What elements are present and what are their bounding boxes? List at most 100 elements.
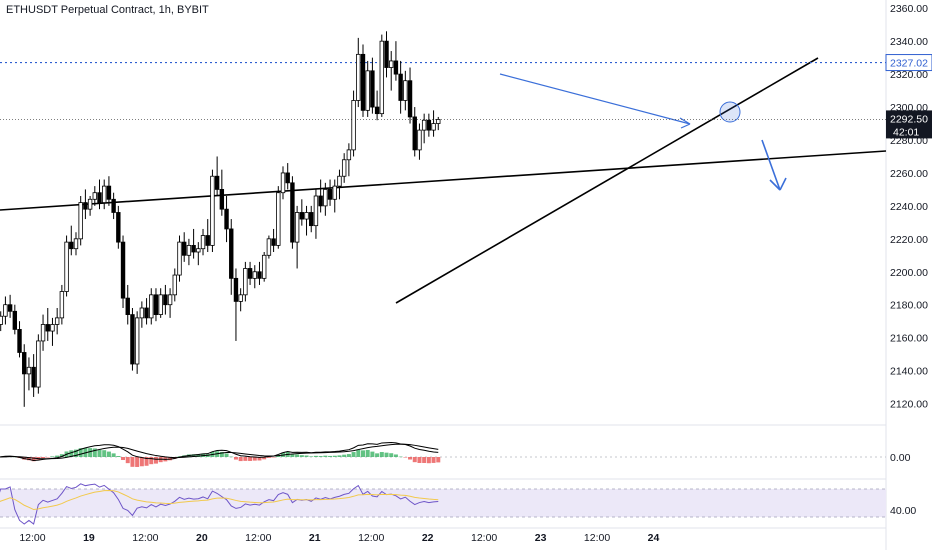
macd-histogram-bar xyxy=(356,449,361,457)
macd-histogram-bar xyxy=(248,457,253,461)
macd-histogram-bar xyxy=(318,456,323,457)
candle-body xyxy=(139,307,145,319)
candle-body xyxy=(7,304,13,312)
rsi-band xyxy=(0,489,886,517)
rsi-tick-label: 40.00 xyxy=(890,505,916,517)
current-price-box xyxy=(886,110,932,139)
candle-body xyxy=(64,241,69,292)
candle-body xyxy=(341,159,347,177)
rsi-pane xyxy=(0,483,886,525)
candle-body xyxy=(346,149,352,161)
macd-histogram-bar xyxy=(111,453,116,457)
candle-body xyxy=(196,248,201,253)
macd-histogram-bar xyxy=(88,448,93,457)
candle-body xyxy=(243,268,248,296)
candle-body xyxy=(233,277,239,302)
candle-body xyxy=(83,202,88,210)
resistance-trendline xyxy=(0,150,887,211)
rsi-line xyxy=(0,483,439,525)
highlight-circle xyxy=(719,101,741,123)
candle-body xyxy=(327,189,333,200)
macd-histogram-bar xyxy=(337,455,342,457)
macd-histogram-bar xyxy=(323,455,328,457)
macd-histogram-bar xyxy=(106,451,111,457)
candle-body xyxy=(374,106,380,115)
macd-histogram-bar xyxy=(238,457,243,462)
y-tick-label: 2340.00 xyxy=(890,36,928,48)
macd-histogram-bar xyxy=(257,457,262,461)
candle-body xyxy=(87,198,93,210)
price-axis: 2120.00 2140.00 2160.00 2180.00 2200.00 2220.… xyxy=(885,3,932,517)
x-tick-label: 21 xyxy=(309,532,321,544)
candle-body xyxy=(36,340,41,388)
candle-body xyxy=(356,53,361,101)
macd-histogram-bar xyxy=(295,454,300,457)
candle-body xyxy=(224,208,229,230)
x-tick-label: 12:00 xyxy=(132,532,158,544)
candle-body xyxy=(257,271,262,279)
candle-body xyxy=(417,129,422,151)
macd-histogram-bar xyxy=(309,456,314,457)
macd-histogram-bar xyxy=(351,452,356,457)
candles xyxy=(0,31,441,407)
macd-histogram-bar xyxy=(92,448,97,457)
candle-body xyxy=(365,70,370,111)
candle-body xyxy=(290,182,295,243)
x-tick-label: 12:00 xyxy=(584,532,610,544)
macd-histogram-bar xyxy=(219,451,224,457)
candle-body xyxy=(54,317,60,325)
candle-body xyxy=(360,53,366,111)
macd-histogram-bar xyxy=(139,457,144,467)
price-label-box xyxy=(885,54,932,72)
candle-body xyxy=(125,297,130,315)
macd-histogram-bar xyxy=(271,457,276,458)
candle-body xyxy=(163,294,168,306)
down-arrow-head xyxy=(769,177,787,191)
macd-histogram-bar xyxy=(299,455,304,457)
macd-histogram-bar xyxy=(365,449,370,457)
candle-body xyxy=(50,324,55,332)
macd-histogram-bar xyxy=(431,457,436,463)
candle-body xyxy=(22,352,27,375)
candle-body xyxy=(332,185,337,200)
macd-histogram-bar xyxy=(73,449,78,457)
candle-body xyxy=(191,245,196,253)
macd-histogram-bar xyxy=(149,457,154,465)
candle-body xyxy=(134,317,140,365)
macd-histogram-bar xyxy=(153,457,158,464)
candle-body xyxy=(3,304,8,317)
macd-histogram-bar xyxy=(97,449,102,457)
chart-title: ETHUSDT Perpetual Contract, 1h, BYBIT xyxy=(6,4,209,16)
macd-histogram-bar xyxy=(224,453,229,457)
candle-body xyxy=(299,212,305,220)
x-tick-label: 22 xyxy=(422,532,434,544)
candle-body xyxy=(106,185,112,200)
y-tick-label: 2120.00 xyxy=(890,399,928,411)
macd-histogram-bar xyxy=(426,457,431,464)
drawings xyxy=(0,57,887,304)
x-tick-label: 12:00 xyxy=(358,532,384,544)
y-tick-label: 2320.00 xyxy=(890,69,928,81)
time-axis: 12:00 19 12:00 20 12:00 21 12:00 22 12:00 23 12:00… xyxy=(19,532,659,544)
macd-histogram-bar xyxy=(55,455,60,457)
candle-body xyxy=(158,294,163,315)
candle-body xyxy=(389,60,394,68)
candle-body xyxy=(97,192,102,203)
candle-body xyxy=(276,192,281,246)
y-tick-label: 2220.00 xyxy=(890,234,928,246)
candle-body xyxy=(120,241,126,299)
candle-body xyxy=(144,307,149,319)
candle-body xyxy=(407,80,413,118)
candle-body xyxy=(200,235,206,250)
candle-body xyxy=(294,212,300,243)
candle-body xyxy=(412,116,417,151)
y-tick-label: 2160.00 xyxy=(890,333,928,345)
x-tick-label: 20 xyxy=(196,532,208,544)
x-tick-label: 23 xyxy=(535,532,547,544)
blue-arrow-head xyxy=(679,117,691,129)
macd-histogram-bar xyxy=(328,455,333,457)
macd-histogram-bar xyxy=(116,456,121,457)
macd-histogram-bar xyxy=(144,457,149,466)
y-tick-label: 2200.00 xyxy=(890,267,928,279)
